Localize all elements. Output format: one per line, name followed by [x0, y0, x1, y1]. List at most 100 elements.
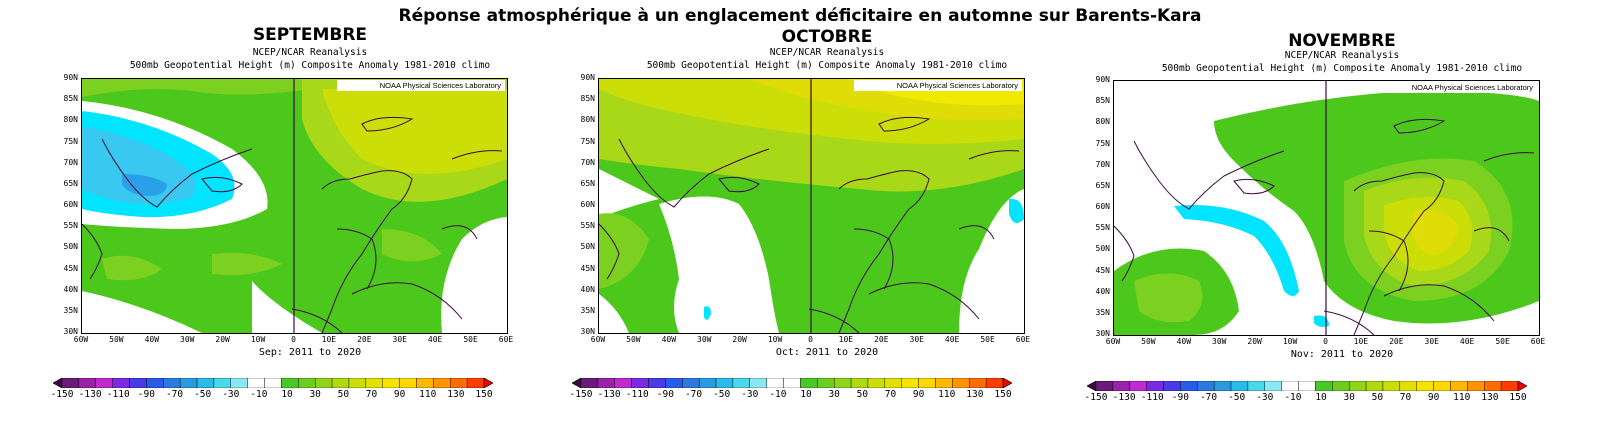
panel-variable: 500mb Geopotential Height (m) Composite …: [646, 60, 1008, 71]
panel-dataset: NCEP/NCAR Reanalysis: [769, 47, 885, 58]
colorbar-cell: [850, 378, 869, 388]
colorbar-cell: [901, 378, 919, 388]
period-label: Oct: 2011 to 2020: [775, 347, 879, 358]
colorbar-cell: [78, 378, 96, 388]
panel-month-title: NOVEMBRE: [1288, 31, 1396, 51]
longitude-tick-label: 10W: [250, 335, 266, 344]
panel-september: SEPTEMBRE NCEP/NCAR Reanalysis 500mb Geo…: [50, 0, 570, 434]
longitude-tick-label: 10E: [1353, 337, 1369, 346]
period-label: Sep: 2011 to 2020: [258, 347, 362, 358]
colorbar-label: -90: [656, 389, 674, 400]
colorbar-cell: [1349, 381, 1367, 391]
latitude-tick-label: 85N: [63, 94, 78, 104]
colorbar-cell: [365, 378, 383, 388]
longitude-tick-label: 0: [1323, 337, 1328, 346]
latitude-tick-label: 80N: [63, 115, 78, 125]
colorbar-cell: [783, 378, 801, 388]
longitude-tick-label: 50E: [1495, 337, 1510, 346]
colorbar-cell: [331, 378, 350, 388]
colorbar-label: 30: [309, 389, 321, 400]
colorbar-cell: [817, 378, 835, 388]
colorbar: [572, 378, 1012, 388]
colorbar-cell: [834, 378, 852, 388]
colorbar: [53, 378, 493, 388]
colorbar-cell: [348, 378, 367, 388]
longitude-tick-label: 30W: [697, 335, 712, 344]
colorbar-cell: [196, 378, 215, 388]
latitude-tick-label: 75N: [580, 136, 595, 146]
longitude-tick-label: 10E: [838, 335, 854, 344]
panel-month-title: SEPTEMBRE: [252, 25, 368, 45]
latitude-tick-label: 85N: [1095, 96, 1110, 106]
colorbar-cell: [665, 378, 683, 388]
longitude-tick-label: 50E: [463, 335, 478, 344]
colorbar-label: -130: [1112, 392, 1136, 403]
colorbar-label: -30: [222, 389, 240, 400]
latitude-tick-label: 50N: [1095, 244, 1110, 254]
colorbar-cell: [1500, 381, 1519, 391]
colorbar-cell: [1467, 381, 1485, 391]
panel-dataset: NCEP/NCAR Reanalysis: [252, 47, 368, 58]
colorbar-cell: [884, 378, 902, 388]
colorbar-label: -110: [1140, 392, 1164, 403]
colorbar-cell: [1450, 381, 1468, 391]
colorbar-label: -150: [569, 389, 593, 400]
colorbar-label: 30: [828, 389, 840, 400]
longitude-tick-label: 40E: [944, 335, 960, 344]
colorbar-cell: [1197, 381, 1215, 391]
anomaly-map: NOAA Physical Sciences Laboratory: [598, 78, 1025, 334]
colorbar-cell: [1399, 381, 1417, 391]
longitude-tick-label: 10W: [767, 335, 783, 344]
latitude-tick-label: 65N: [580, 178, 595, 188]
latitude-tick-label: 70N: [580, 157, 595, 167]
latitude-tick-label: 80N: [1095, 117, 1110, 127]
colorbar-cell: [1247, 381, 1265, 391]
longitude-tick-label: 40W: [144, 335, 160, 344]
colorbar-label: 130: [966, 389, 984, 400]
colorbar-label: -50: [713, 389, 731, 400]
latitude-tick-label: 60N: [63, 200, 78, 209]
colorbar-label: 50: [337, 389, 350, 400]
latitude-tick-label: 90N: [63, 73, 78, 82]
longitude-tick-label: 0: [291, 335, 296, 344]
latitude-tick-label: 90N: [580, 73, 595, 82]
latitude-tick-label: 60N: [580, 200, 595, 209]
colorbar-label: 70: [884, 389, 897, 400]
colorbar-cell: [230, 378, 248, 388]
colorbar-cell: [466, 378, 485, 388]
colorbar-cell: [163, 378, 181, 388]
colorbar-label: 110: [938, 389, 956, 400]
colorbar-cell: [766, 378, 784, 388]
colorbar-label: -130: [78, 389, 102, 400]
credit-label: NOAA Physical Sciences Laboratory: [1369, 82, 1537, 93]
colorbar-cell: [1298, 381, 1316, 391]
colorbar-cell: [298, 378, 316, 388]
latitude-tick-label: 60N: [1095, 202, 1110, 211]
latitude-tick-label: 45N: [580, 263, 595, 273]
colorbar-min-arrow: [53, 378, 63, 388]
colorbar-cell: [800, 378, 818, 388]
colorbar-cell: [1146, 381, 1164, 391]
longitude-tick-label: 30E: [392, 335, 407, 344]
colorbar-label: 70: [1399, 392, 1412, 403]
latitude-tick-label: 75N: [1095, 138, 1110, 148]
longitude-tick-label: 50W: [1141, 337, 1156, 346]
colorbar-cell: [450, 378, 468, 388]
panel-variable: 500mb Geopotential Height (m) Composite …: [129, 60, 491, 71]
colorbar-min-arrow: [1087, 381, 1097, 391]
longitude-tick-label: 30E: [909, 335, 924, 344]
colorbar-label: 150: [1509, 392, 1527, 403]
latitude-tick-label: 85N: [580, 94, 595, 104]
colorbar-cell: [1180, 381, 1198, 391]
colorbar-cell: [399, 378, 417, 388]
longitude-tick-label: 20E: [357, 335, 372, 344]
colorbar-label: -110: [106, 389, 130, 400]
colorbar-label: -130: [597, 389, 621, 400]
latitude-tick-label: 40N: [580, 284, 595, 294]
colorbar-cell: [315, 378, 333, 388]
latitude-tick-label: 75N: [63, 136, 78, 146]
longitude-tick-label: 60E: [498, 335, 514, 344]
colorbar-label: -10: [1284, 392, 1302, 403]
colorbar-label: -110: [625, 389, 649, 400]
colorbar-label: 10: [281, 389, 293, 400]
